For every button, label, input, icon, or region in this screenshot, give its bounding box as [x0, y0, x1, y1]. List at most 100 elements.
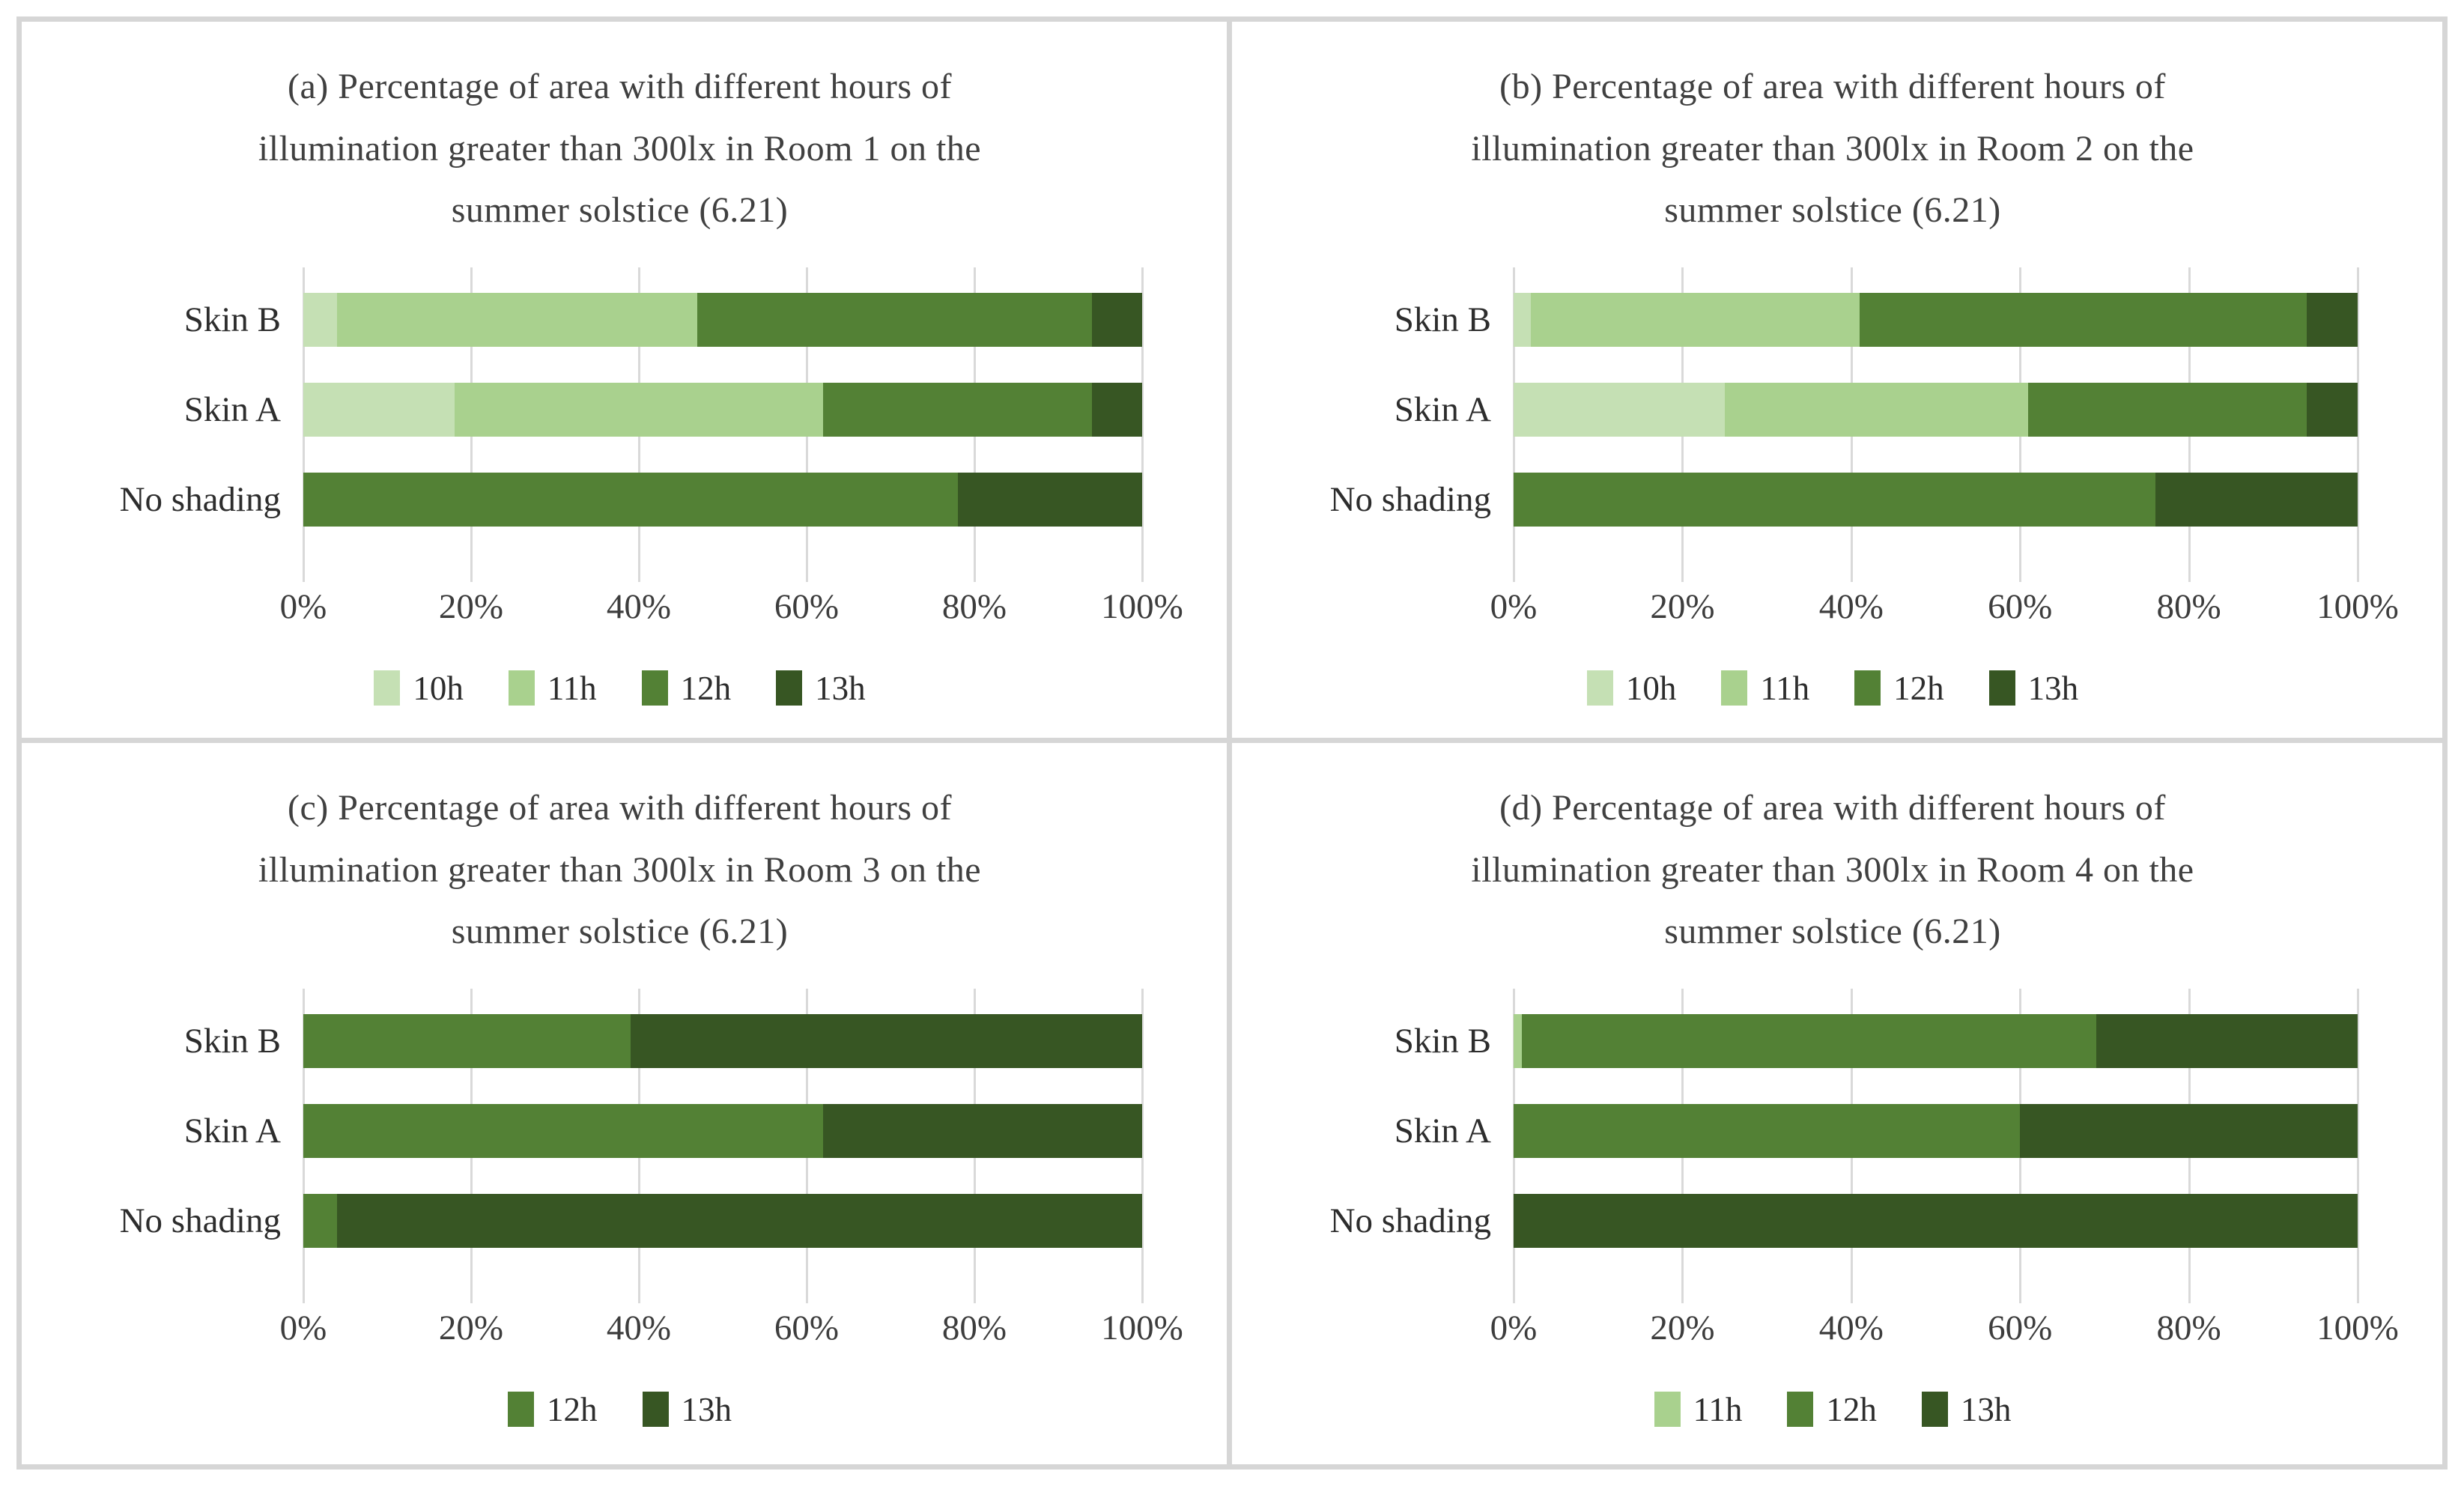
bar-track	[1514, 292, 2358, 347]
bar-segment-12h	[2028, 382, 2307, 437]
chart-body: Skin B Skin A No shading	[56, 988, 1183, 1303]
legend-item: 13h	[776, 669, 866, 708]
bar-segment-12h	[303, 1193, 337, 1248]
chart-panel-c: (c) Percentage of area with different ho…	[22, 743, 1232, 1464]
bar-track	[1514, 1013, 2358, 1068]
x-axis-tick: 0%	[279, 586, 327, 626]
x-axis-tick: 0%	[279, 1308, 327, 1347]
bar-segment-12h	[1860, 292, 2307, 347]
bar-segment-10h	[303, 292, 337, 347]
bar-segment-13h	[823, 1103, 1142, 1158]
x-axis-tick: 60%	[1988, 1308, 2053, 1347]
x-axis-tick: 40%	[1818, 1308, 1884, 1347]
x-axis-tick: 40%	[1818, 586, 1884, 626]
chart-area: Skin B Skin A No shading 0% 20% 40% 60% 80% 100%…	[56, 267, 1183, 708]
x-axis-tick: 60%	[1988, 586, 2053, 626]
x-axis-tick: 20%	[1650, 586, 1715, 626]
bar-segment-11h	[1514, 1013, 1523, 1068]
legend-swatch-11h	[1721, 670, 1748, 706]
category-label: Skin B	[1394, 1021, 1491, 1061]
category-label: No shading	[119, 1201, 281, 1240]
x-axis: 0% 20% 40% 60% 80% 100%	[1490, 586, 2399, 636]
bar-track	[1514, 1103, 2358, 1158]
x-axis-tick: 0%	[1490, 586, 1538, 626]
bar-segment-12h	[1522, 1013, 2096, 1068]
bar-track	[1514, 382, 2358, 437]
legend-swatch-13h	[1988, 670, 2015, 706]
legend-swatch-13h	[642, 1392, 669, 1428]
category-label: Skin A	[183, 389, 281, 429]
figure-canvas: (a) Percentage of area with different ho…	[16, 16, 2448, 1470]
bar-segment-12h	[303, 472, 958, 527]
x-axis-tick: 0%	[1490, 1308, 1538, 1347]
bar-segment-11h	[454, 382, 824, 437]
legend-item: 10h	[374, 669, 464, 708]
chart-body: Skin B Skin A No shading	[1266, 988, 2399, 1303]
bar-segment-10h	[1514, 292, 1531, 347]
chart-area: Skin B Skin A No shading 0% 20% 40% 60% 80% 100%…	[1266, 267, 2399, 708]
category-label: No shading	[1329, 1201, 1491, 1240]
plot-area	[303, 988, 1144, 1303]
legend-swatch-11h	[508, 670, 535, 706]
plot-area	[1513, 267, 2359, 582]
chart-body: Skin B Skin A No shading	[56, 267, 1183, 582]
legend-item: 11h	[508, 669, 597, 708]
bar-segment-13h	[2155, 472, 2358, 527]
bar-segment-13h	[1091, 292, 1142, 347]
legend-swatch-12h	[508, 1392, 534, 1428]
chart-title: (a) Percentage of area with different ho…	[258, 67, 982, 231]
legend-label: 12h	[1826, 1390, 1877, 1428]
legend-swatch-12h	[1854, 670, 1881, 706]
category-labels: Skin B Skin A No shading	[56, 989, 303, 1288]
bar-segment-11h	[1724, 382, 2029, 437]
legend-label: 13h	[815, 669, 866, 707]
legend-swatch-11h	[1654, 1392, 1681, 1428]
legend-swatch-10h	[1586, 670, 1613, 706]
category-label: Skin B	[1394, 300, 1491, 339]
legend-swatch-12h	[641, 670, 668, 706]
legend: 10h 11h 12h 13h	[56, 669, 1183, 708]
legend-swatch-13h	[1921, 1392, 1948, 1428]
gridline	[1141, 267, 1144, 582]
chart-area: Skin B Skin A No shading 0% 20% 40% 60% 80% 100%…	[56, 988, 1183, 1429]
plot-area	[303, 267, 1144, 582]
bar-segment-11h	[1530, 292, 1860, 347]
category-label: Skin A	[183, 1111, 281, 1150]
legend-label: 13h	[681, 1390, 732, 1428]
x-axis-tick: 80%	[941, 1308, 1007, 1347]
legend-item: 13h	[1921, 1390, 2011, 1429]
bar-segment-10h	[1514, 382, 1725, 437]
chart-title: (b) Percentage of area with different ho…	[1471, 67, 2194, 231]
x-axis-tick: 100%	[1101, 586, 1183, 626]
chart-title: (d) Percentage of area with different ho…	[1471, 788, 2194, 952]
x-axis-tick: 20%	[438, 586, 504, 626]
legend: 11h 12h 13h	[1266, 1390, 2399, 1429]
bar-track	[303, 1103, 1142, 1158]
category-label: Skin A	[1394, 389, 1491, 429]
x-axis-tick: 80%	[941, 586, 1007, 626]
x-axis-tick: 20%	[1650, 1308, 1715, 1347]
x-axis-tick: 80%	[2156, 1308, 2221, 1347]
bar-segment-13h	[2020, 1103, 2358, 1158]
x-axis: 0% 20% 40% 60% 80% 100%	[1490, 1308, 2399, 1357]
category-labels: Skin B Skin A No shading	[1266, 267, 1514, 567]
category-label: Skin B	[183, 1021, 281, 1061]
chart-body: Skin B Skin A No shading	[1266, 267, 2399, 582]
legend-label: 13h	[2027, 669, 2079, 707]
chart-panel-b: (b) Percentage of area with different ho…	[1232, 22, 2442, 743]
legend-label: 12h	[547, 1390, 598, 1428]
legend-item: 11h	[1721, 669, 1809, 708]
bar-segment-11h	[336, 292, 698, 347]
bar-segment-13h	[2307, 382, 2358, 437]
plot-area	[1513, 988, 2359, 1303]
x-axis-tick: 40%	[606, 1308, 672, 1347]
legend-item: 12h	[508, 1390, 598, 1429]
legend-item: 10h	[1586, 669, 1676, 708]
bar-segment-13h	[2307, 292, 2358, 347]
bar-track	[1514, 472, 2358, 527]
bar-segment-13h	[2096, 1013, 2358, 1068]
bar-segment-12h	[303, 1013, 631, 1068]
legend-label: 11h	[1693, 1390, 1743, 1428]
legend-item: 11h	[1654, 1390, 1743, 1429]
bar-segment-13h	[1514, 1193, 2358, 1248]
